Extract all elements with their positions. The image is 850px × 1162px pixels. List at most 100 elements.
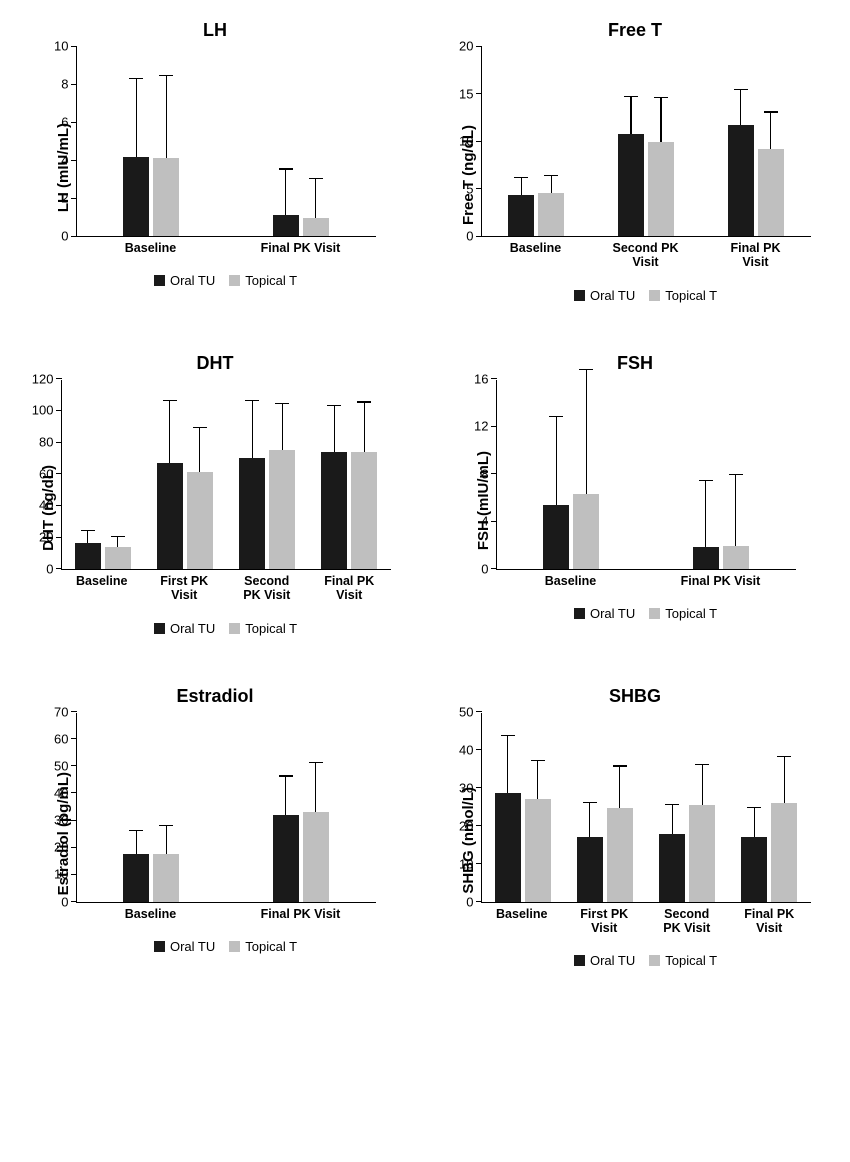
bar-s1 <box>239 458 265 569</box>
legend-item-s1: Oral TU <box>154 273 215 288</box>
legend-item-s1: Oral TU <box>574 953 635 968</box>
bar-s1 <box>618 134 644 236</box>
x-label: Final PKVisit <box>701 241 811 270</box>
legend-swatch <box>154 275 165 286</box>
bar-s1 <box>273 815 299 902</box>
x-label: Final PK Visit <box>646 574 796 588</box>
bar-group <box>495 713 551 902</box>
plot-column: 010203040506070BaselineFinal PK VisitOra… <box>76 713 376 954</box>
legend-item-s1: Oral TU <box>154 939 215 954</box>
bar-s1 <box>508 195 534 236</box>
legend-swatch <box>574 608 585 619</box>
legend-swatch <box>649 290 660 301</box>
plot-area: 01020304050 <box>481 713 811 903</box>
y-tick-label: 60 <box>39 466 53 481</box>
y-tick-label: 4 <box>61 153 68 168</box>
x-label: SecondPK Visit <box>646 907 729 936</box>
y-tick-label: 0 <box>481 561 488 576</box>
plot-column: 0246810BaselineFinal PK VisitOral TUTopi… <box>76 47 376 288</box>
x-label: Baseline <box>61 574 144 603</box>
legend-label: Oral TU <box>590 288 635 303</box>
y-tick-label: 8 <box>481 466 488 481</box>
bar-group <box>728 47 784 236</box>
y-tick-label: 12 <box>474 419 488 434</box>
panel-title: DHT <box>197 353 234 374</box>
bars-row <box>77 47 376 236</box>
panel-title: Free T <box>608 20 662 41</box>
y-tick-label: 30 <box>459 780 473 795</box>
bar-s2 <box>105 547 131 569</box>
legend-label: Topical T <box>665 606 717 621</box>
bars-row <box>62 380 391 569</box>
plot-column: 020406080100120BaselineFirst PKVisitSeco… <box>61 380 391 636</box>
y-tick-label: 50 <box>459 704 473 719</box>
y-tick-label: 20 <box>459 39 473 54</box>
charts-grid: LHLH (mIU/mL)0246810BaselineFinal PK Vis… <box>20 20 830 968</box>
y-tick-label: 0 <box>61 229 68 244</box>
legend-item-s2: Topical T <box>649 953 717 968</box>
legend-item-s1: Oral TU <box>574 288 635 303</box>
y-tick-label: 20 <box>54 840 68 855</box>
bar-group <box>157 380 213 569</box>
y-tick-label: 50 <box>54 758 68 773</box>
bar-s2 <box>187 472 213 569</box>
panel-title: Estradiol <box>176 686 253 707</box>
y-tick-label: 40 <box>54 785 68 800</box>
legend-item-s2: Topical T <box>229 939 297 954</box>
legend-swatch <box>574 955 585 966</box>
x-labels: BaselineFirst PKVisitSecondPK VisitFinal… <box>481 907 811 936</box>
x-label: Final PKVisit <box>308 574 391 603</box>
x-label: First PKVisit <box>143 574 226 603</box>
bar-group <box>577 713 633 902</box>
x-labels: BaselineFirst PKVisitSecondPK VisitFinal… <box>61 574 391 603</box>
y-tick-label: 40 <box>459 742 473 757</box>
panel-lh: LHLH (mIU/mL)0246810BaselineFinal PK Vis… <box>20 20 410 303</box>
legend-label: Oral TU <box>170 621 215 636</box>
legend-swatch <box>229 941 240 952</box>
legend-swatch <box>154 623 165 634</box>
bar-s1 <box>741 837 767 902</box>
y-tick-label: 10 <box>54 867 68 882</box>
x-labels: BaselineFinal PK Visit <box>496 574 796 588</box>
legend-label: Oral TU <box>170 939 215 954</box>
x-label: Baseline <box>76 907 226 921</box>
plot-area: 0246810 <box>76 47 376 237</box>
chart-wrap: Estradiol (pg/mL)010203040506070Baseline… <box>55 713 376 954</box>
legend: Oral TU Topical T <box>76 273 376 288</box>
y-axis-label: SHBG (nmol/L) <box>460 787 477 894</box>
x-label: Final PK Visit <box>226 907 376 921</box>
legend-label: Oral TU <box>590 953 635 968</box>
y-tick-label: 10 <box>54 39 68 54</box>
bars-row <box>482 47 811 236</box>
bar-s2 <box>153 158 179 236</box>
plot-column: 0481216 BaselineFinal PK Visit Oral TU Topi… <box>496 380 796 621</box>
legend-swatch <box>154 941 165 952</box>
chart-wrap: DHT (ng/dL)020406080100120BaselineFirst … <box>40 380 391 636</box>
y-tick-label: 0 <box>61 894 68 909</box>
chart-wrap: FSH (mIU/mL)0481216BaselineFinal PK Visi… <box>475 380 796 621</box>
bar-s1 <box>273 215 299 236</box>
legend-label: Topical T <box>245 273 297 288</box>
plot-column: 01020304050 BaselineFirst PKVisitSecondPK… <box>481 713 811 969</box>
y-tick-label: 5 <box>466 181 473 196</box>
bar-group <box>273 713 329 902</box>
bar-s1 <box>123 854 149 902</box>
bar-s1 <box>693 547 719 568</box>
x-label: Baseline <box>496 574 646 588</box>
bar-s2 <box>723 546 749 569</box>
chart-wrap: LH (mIU/mL)0246810BaselineFinal PK Visit… <box>55 47 376 288</box>
y-tick-label: 0 <box>466 894 473 909</box>
x-label: Second PKVisit <box>591 241 701 270</box>
plot-area: 0481216 <box>496 380 796 570</box>
bar-group <box>659 713 715 902</box>
legend-item-s1: Oral TU <box>574 606 635 621</box>
y-tick-label: 60 <box>54 731 68 746</box>
bars-row <box>77 713 376 902</box>
legend: Oral TUTopical T <box>61 621 391 636</box>
bar-s2 <box>648 142 674 236</box>
y-tick-label: 15 <box>459 86 473 101</box>
bars-row <box>497 380 796 569</box>
x-labels: BaselineFinal PK Visit <box>76 907 376 921</box>
legend: Oral TUTopical T <box>481 288 811 303</box>
bar-s2 <box>269 450 295 569</box>
